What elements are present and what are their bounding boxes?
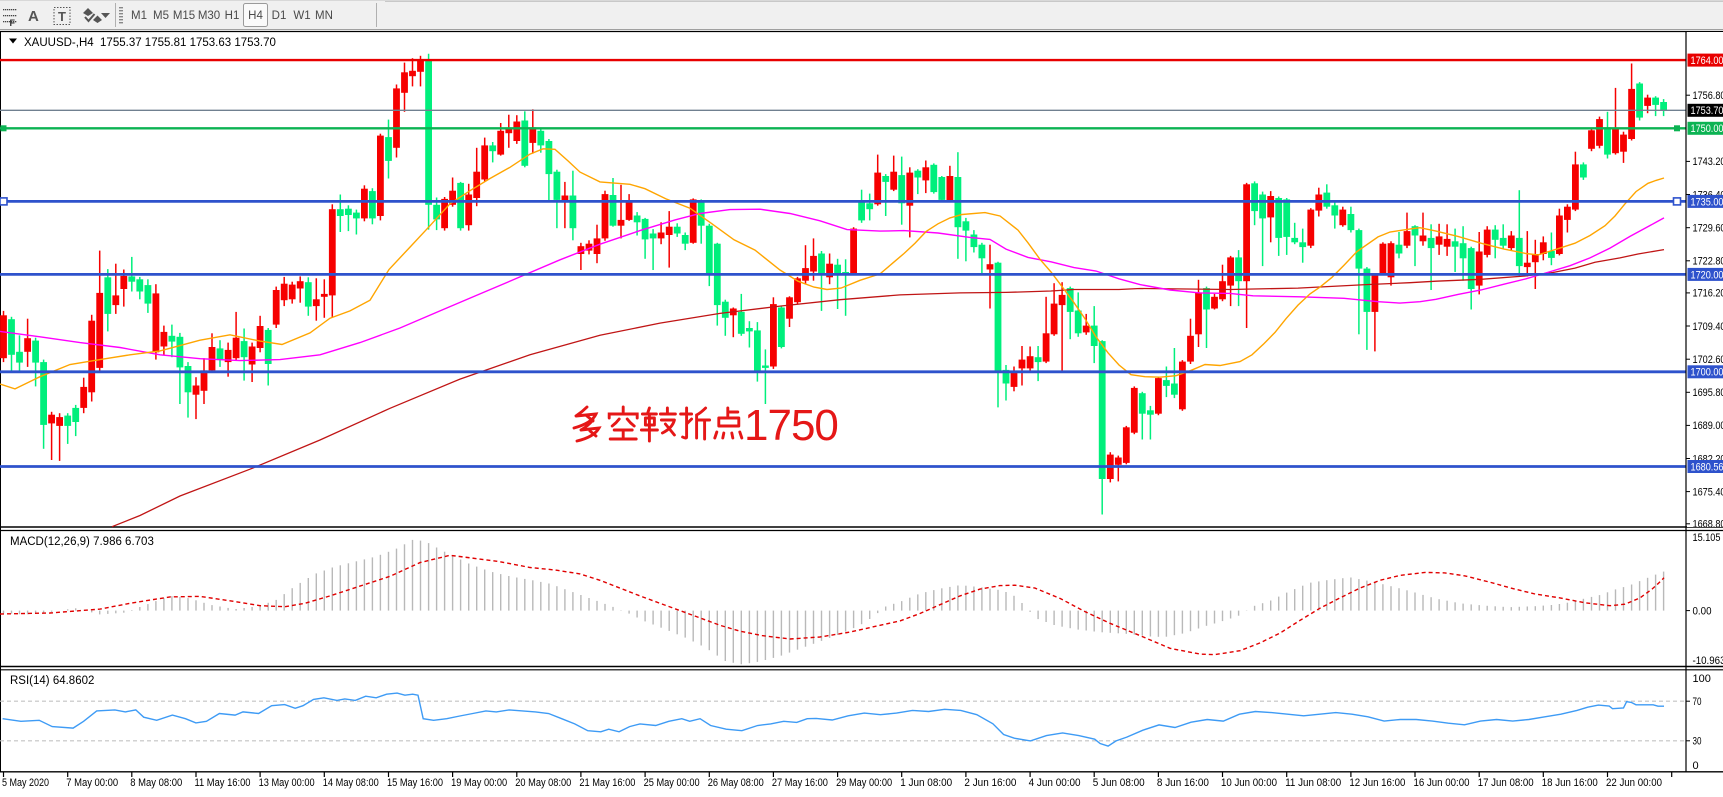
- svg-text:25 May 00:00: 25 May 00:00: [644, 777, 700, 789]
- svg-text:M1: M1: [131, 10, 147, 22]
- svg-text:14 May 08:00: 14 May 08:00: [323, 777, 379, 789]
- svg-text:A: A: [28, 8, 39, 25]
- svg-text:RSI(14) 64.8602: RSI(14) 64.8602: [10, 675, 94, 687]
- svg-text:T: T: [58, 9, 66, 24]
- svg-text:1695.80: 1695.80: [1693, 387, 1723, 399]
- svg-text:1675.40: 1675.40: [1693, 486, 1723, 498]
- svg-text:MACD(12,26,9) 7.986 6.703: MACD(12,26,9) 7.986 6.703: [10, 536, 154, 548]
- svg-text:0.00: 0.00: [1693, 605, 1712, 617]
- svg-text:1680.56: 1680.56: [1691, 461, 1723, 473]
- svg-text:1 Jun 08:00: 1 Jun 08:00: [900, 777, 952, 789]
- svg-text:-10.963: -10.963: [1693, 655, 1723, 667]
- svg-text:M30: M30: [198, 10, 220, 22]
- svg-text:1702.60: 1702.60: [1693, 354, 1723, 366]
- svg-text:11 Jun 08:00: 11 Jun 08:00: [1285, 777, 1341, 789]
- svg-text:8 May 08:00: 8 May 08:00: [130, 777, 182, 789]
- svg-text:1668.80: 1668.80: [1693, 519, 1723, 531]
- svg-text:4 Jun 00:00: 4 Jun 00:00: [1029, 777, 1081, 789]
- svg-text:H1: H1: [225, 10, 240, 22]
- svg-text:70: 70: [1693, 696, 1702, 708]
- svg-text:M15: M15: [173, 10, 195, 22]
- svg-text:1729.60: 1729.60: [1693, 223, 1723, 235]
- svg-text:M5: M5: [153, 10, 169, 22]
- svg-text:30: 30: [1693, 736, 1702, 748]
- svg-text:1709.40: 1709.40: [1693, 321, 1723, 333]
- svg-text:11 May 16:00: 11 May 16:00: [195, 777, 251, 789]
- svg-text:D1: D1: [272, 10, 287, 22]
- svg-text:10 Jun 00:00: 10 Jun 00:00: [1221, 777, 1277, 789]
- svg-text:1743.20: 1743.20: [1693, 156, 1723, 168]
- svg-text:2 Jun 16:00: 2 Jun 16:00: [964, 777, 1016, 789]
- svg-text:16 Jun 00:00: 16 Jun 00:00: [1414, 777, 1470, 789]
- svg-text:17 Jun 08:00: 17 Jun 08:00: [1478, 777, 1534, 789]
- svg-text:100: 100: [1693, 673, 1711, 685]
- svg-text:19 May 00:00: 19 May 00:00: [451, 777, 507, 789]
- svg-text:8 Jun 16:00: 8 Jun 16:00: [1157, 777, 1209, 789]
- svg-text:26 May 08:00: 26 May 08:00: [708, 777, 764, 789]
- svg-text:15 May 16:00: 15 May 16:00: [387, 777, 443, 789]
- svg-text:1720.00: 1720.00: [1691, 269, 1723, 281]
- svg-text:W1: W1: [293, 10, 310, 22]
- svg-text:H4: H4: [248, 10, 263, 22]
- svg-text:21 May 16:00: 21 May 16:00: [579, 777, 635, 789]
- svg-text:XAUUSD-,H4 1755.37 1755.81 17: XAUUSD-,H4 1755.37 1755.81 1753.63 1753.…: [24, 37, 276, 49]
- svg-text:22 Jun 00:00: 22 Jun 00:00: [1606, 777, 1662, 789]
- svg-text:0: 0: [1693, 760, 1699, 772]
- svg-text:1716.20: 1716.20: [1693, 288, 1723, 300]
- svg-text:1750: 1750: [744, 401, 838, 450]
- svg-text:29 May 00:00: 29 May 00:00: [836, 777, 892, 789]
- svg-text:F: F: [10, 18, 16, 28]
- svg-text:7 May 00:00: 7 May 00:00: [66, 777, 118, 789]
- svg-text:12 Jun 16:00: 12 Jun 16:00: [1349, 777, 1405, 789]
- svg-text:5 Jun 08:00: 5 Jun 08:00: [1093, 777, 1145, 789]
- svg-text:1764.00: 1764.00: [1691, 55, 1723, 67]
- svg-text:1700.00: 1700.00: [1691, 367, 1723, 379]
- svg-text:MN: MN: [315, 10, 333, 22]
- svg-text:13 May 00:00: 13 May 00:00: [259, 777, 315, 789]
- svg-text:18 Jun 16:00: 18 Jun 16:00: [1542, 777, 1598, 789]
- svg-text:5 May 2020: 5 May 2020: [2, 777, 49, 789]
- svg-text:1689.00: 1689.00: [1693, 420, 1723, 432]
- svg-text:20 May 08:00: 20 May 08:00: [515, 777, 571, 789]
- svg-text:27 May 16:00: 27 May 16:00: [772, 777, 828, 789]
- svg-text:15.105: 15.105: [1693, 532, 1721, 544]
- svg-text:1756.80: 1756.80: [1693, 90, 1723, 102]
- svg-text:1750.00: 1750.00: [1691, 123, 1723, 135]
- svg-text:1735.00: 1735.00: [1691, 196, 1723, 208]
- svg-text:1722.80: 1722.80: [1693, 256, 1723, 268]
- svg-text:1753.70: 1753.70: [1691, 105, 1723, 117]
